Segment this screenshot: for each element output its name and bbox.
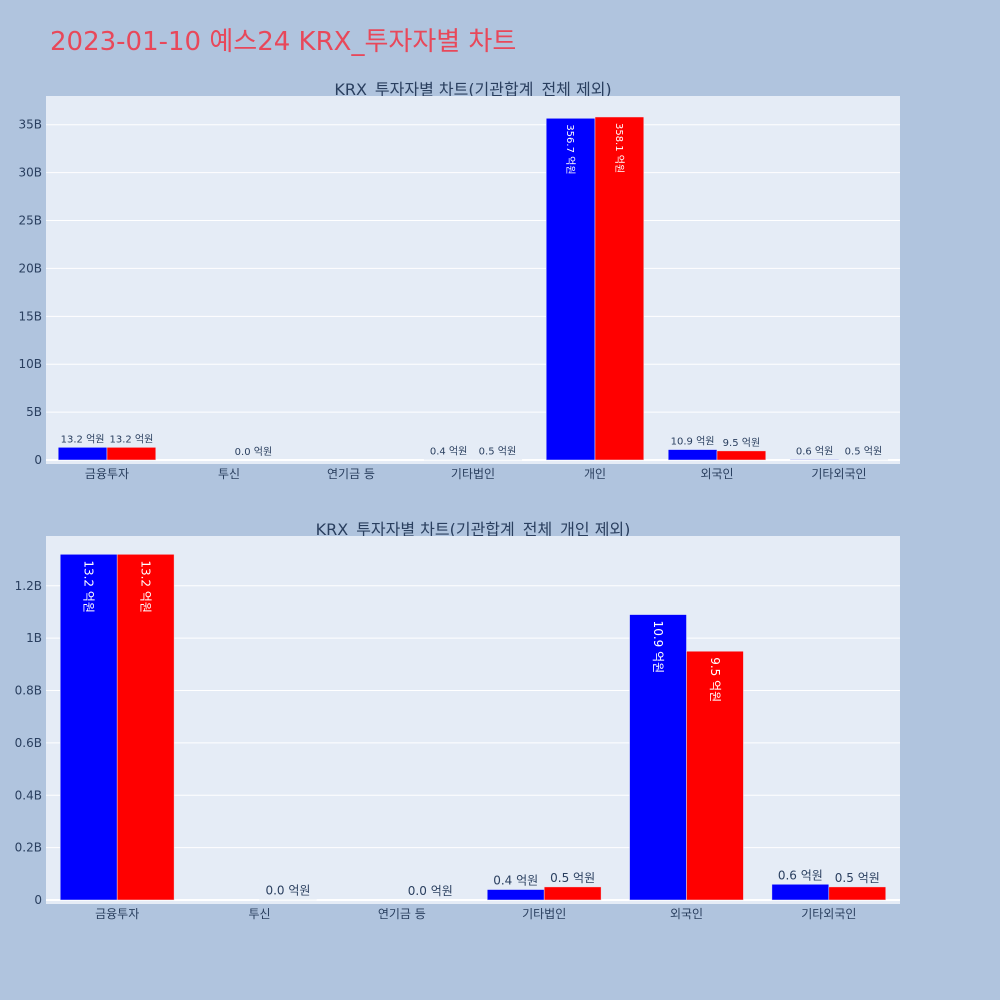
top-data-label-s1-4: 358.1 억원 (613, 123, 625, 173)
chart-top: KRX_투자자별 차트(기관합계_전체 제외) 0 5B 10B 15B 20B 25B 3… (18, 80, 900, 481)
chart-top-title: KRX_투자자별 차트(기관합계_전체 제외) (334, 80, 611, 100)
top-data-label-s1-6: 0.5 억원 (845, 446, 882, 458)
x-tick-label: 외국인 (700, 467, 733, 481)
y-tick-label: 10B (18, 357, 42, 371)
bottom-bar-s0-5 (771, 884, 830, 901)
top-bar-s1-0 (106, 447, 157, 461)
bottom-bar-s0-4 (629, 614, 687, 901)
top-bar-s0-6 (789, 459, 840, 461)
top-bar-s0-4 (545, 118, 596, 461)
x-tick-label: 기타외국인 (811, 467, 866, 481)
top-data-label-s1-3: 0.5 억원 (479, 446, 516, 458)
y-tick-label: 0.6B (15, 736, 42, 750)
bottom-data-label-s0-3: 0.4 억원 (493, 874, 538, 888)
top-bar-s0-0 (57, 447, 108, 461)
y-tick-label: 25B (18, 214, 42, 228)
x-tick-label: 금융투자 (95, 907, 139, 921)
y-tick-label: 1.2B (15, 579, 42, 593)
top-data-label-s1-5: 9.5 억원 (723, 437, 760, 449)
bottom-data-label-s1-2: 0.0 억원 (408, 884, 453, 898)
top-data-label-s1-0: 13.2 억원 (109, 433, 153, 445)
y-tick-label: 0 (34, 453, 42, 467)
y-tick-label: 0.4B (15, 788, 42, 802)
bottom-bar-s1-4 (686, 650, 744, 901)
bottom-bar-s0-3 (486, 889, 545, 901)
bottom-data-label-s1-1: 0.0 억원 (265, 884, 310, 898)
top-data-label-s1-1: 0.0 억원 (235, 446, 272, 458)
bottom-data-label-s1-3: 0.5 억원 (550, 871, 595, 885)
y-tick-label: 30B (18, 166, 42, 180)
bottom-data-label-s0-0: 13.2 억원 (81, 560, 95, 613)
x-tick-label: 투신 (248, 907, 270, 921)
top-bar-s0-5 (667, 449, 718, 461)
bottom-bar-s1-5 (828, 886, 887, 901)
bottom-data-label-s1-4: 9.5 억원 (708, 657, 722, 702)
page-title: 2023-01-10 예스24 KRX_투자자별 차트 (50, 27, 516, 57)
bottom-data-label-s0-5: 0.6 억원 (778, 868, 823, 882)
bottom-bar-s0-0 (59, 554, 118, 901)
y-tick-label: 0.8B (15, 684, 42, 698)
x-tick-label: 개인 (584, 467, 606, 481)
y-tick-label: 0 (34, 893, 42, 907)
x-tick-label: 기타법인 (451, 467, 495, 481)
bottom-data-label-s1-0: 13.2 억원 (138, 560, 152, 613)
y-tick-label: 15B (18, 309, 42, 323)
x-tick-label: 연기금 등 (378, 907, 426, 921)
x-tick-label: 기타외국인 (801, 907, 856, 921)
top-bar-s1-4 (594, 116, 645, 461)
y-tick-label: 5B (26, 405, 42, 419)
y-tick-label: 20B (18, 261, 42, 275)
top-data-label-s0-3: 0.4 억원 (430, 446, 467, 458)
chart-bottom: KRX_투자자별 차트(기관합계_전체_개인 제외) 0 0.2B 0.4B 0.6B… (15, 520, 900, 921)
top-data-label-s0-6: 0.6 억원 (796, 445, 833, 457)
x-tick-label: 투신 (218, 467, 240, 481)
top-data-label-s0-5: 10.9 억원 (671, 436, 715, 448)
plot-area (46, 536, 900, 904)
x-tick-label: 연기금 등 (327, 467, 375, 481)
chart-bottom-title: KRX_투자자별 차트(기관합계_전체_개인 제외) (316, 520, 631, 540)
x-tick-label: 외국인 (670, 907, 703, 921)
top-bar-s1-5 (716, 450, 767, 461)
y-tick-label: 0.2B (15, 841, 42, 855)
y-tick-label: 1B (26, 631, 42, 645)
bottom-data-label-s0-4: 10.9 억원 (651, 621, 665, 674)
plot-area (46, 96, 900, 464)
bottom-bar-s1-0 (116, 554, 175, 901)
x-tick-label: 기타법인 (522, 907, 566, 921)
bottom-data-label-s1-5: 0.5 억원 (835, 871, 880, 885)
top-data-label-s0-0: 13.2 억원 (61, 433, 105, 445)
y-tick-label: 35B (18, 118, 42, 132)
x-tick-label: 금융투자 (85, 467, 129, 481)
top-data-label-s0-4: 356.7 억원 (564, 124, 576, 174)
bottom-bar-s1-3 (543, 886, 602, 901)
